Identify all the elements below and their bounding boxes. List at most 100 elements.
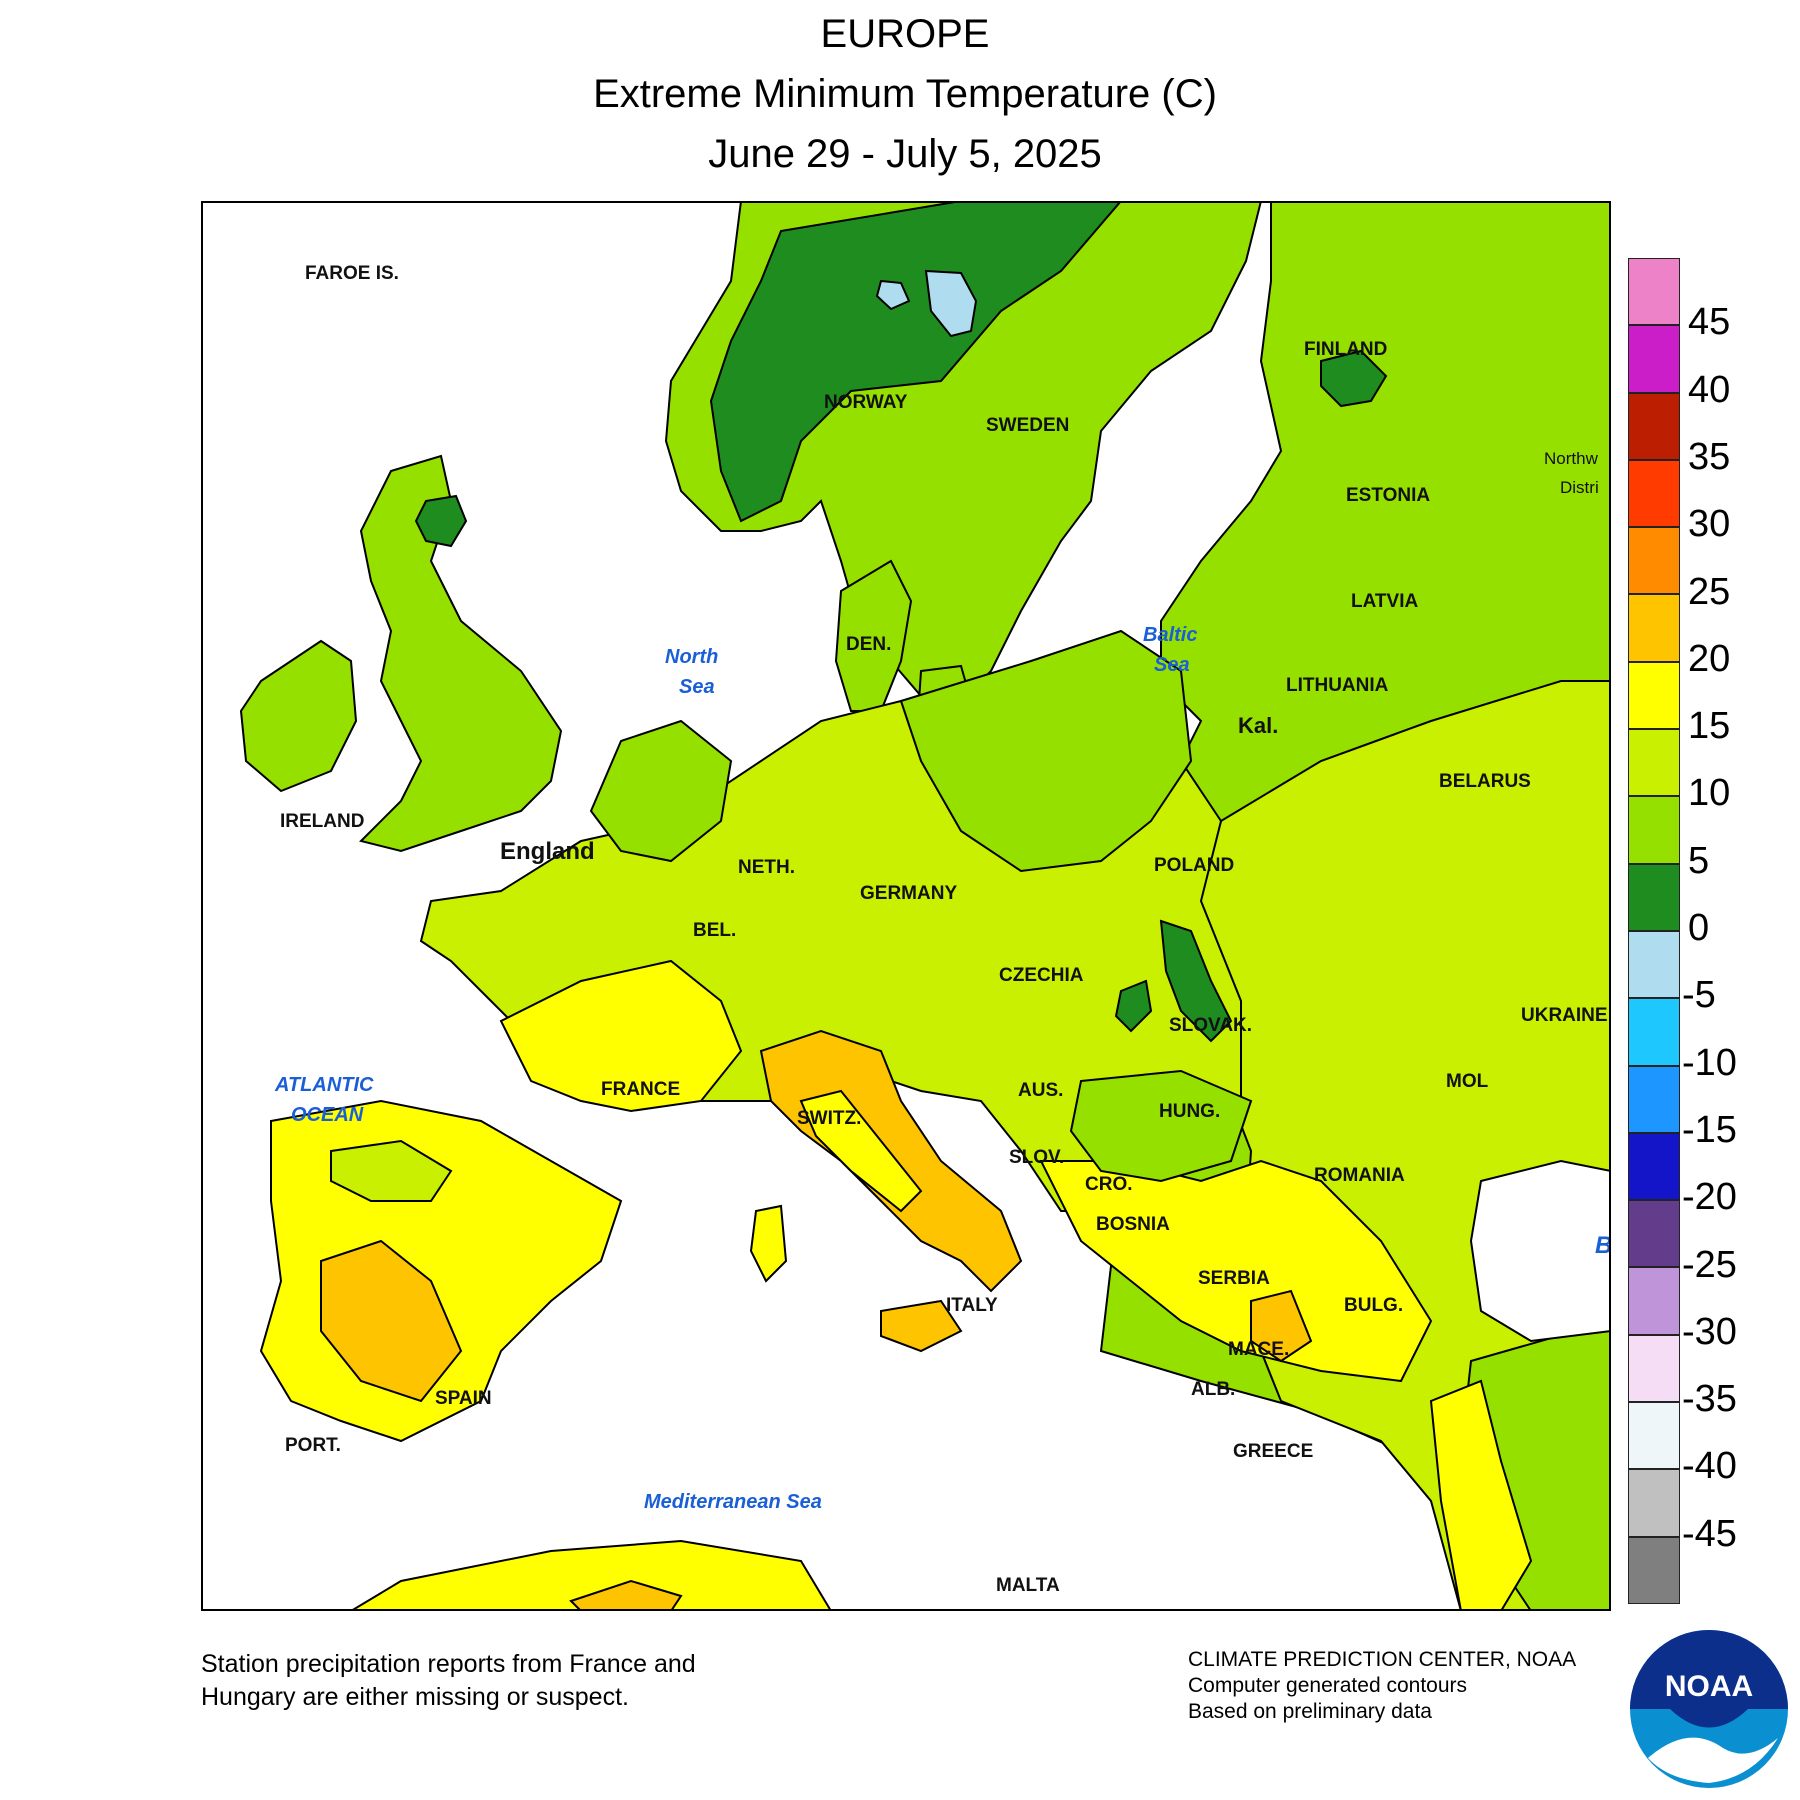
label-north: North [665, 646, 718, 668]
data-quality-note: Station precipitation reports from Franc… [201, 1648, 901, 1714]
legend-swatch [1628, 325, 1680, 393]
noaa-logo-text: NOAA [1665, 1670, 1753, 1703]
label-spain: SPAIN [435, 1388, 492, 1409]
poland-zone [899, 629, 1193, 873]
label-albania: ALB. [1191, 1379, 1235, 1400]
label-slovakia: SLOVAK. [1169, 1015, 1252, 1036]
legend-label: -20 [1682, 1176, 1737, 1219]
legend-swatch [1628, 1469, 1680, 1537]
label-kaliningrad: Kal. [1238, 713, 1278, 738]
map-title: EUROPE [820, 12, 990, 56]
southern-france-zone [499, 959, 743, 1113]
legend-swatch [1628, 1402, 1680, 1470]
label-portugal: PORT. [285, 1435, 341, 1456]
ireland-land [239, 639, 358, 793]
italy-yellow-zone [799, 1089, 923, 1213]
credit-contours: Computer generated contours [1188, 1674, 1467, 1697]
label-france: FRANCE [601, 1079, 680, 1100]
color-legend [1628, 258, 1684, 1604]
label-ocean: OCEAN [291, 1104, 364, 1126]
temperature-map: FAROE IS. NORWAY SWEDEN FINLAND ESTONIA … [201, 201, 1611, 1611]
label-ukraine: UKRAINE [1521, 1005, 1608, 1026]
legend-swatch [1628, 863, 1680, 931]
legend-label: 40 [1688, 368, 1731, 411]
legend-label: -10 [1682, 1041, 1737, 1084]
legend-label: -30 [1682, 1310, 1737, 1353]
legend-label: 0 [1688, 907, 1710, 949]
label-atlantic: ATLANTIC [274, 1074, 374, 1096]
great-britain-land [359, 454, 563, 853]
legend-label: 25 [1688, 570, 1731, 613]
label-black-sea: B [1595, 1232, 1611, 1259]
label-north-sea: Sea [679, 676, 715, 698]
noaa-logo: NOAA [1630, 1630, 1788, 1788]
label-italy: ITALY [946, 1295, 998, 1316]
black-sea [1469, 1159, 1611, 1343]
note-line-2: Hungary are either missing or suspect. [201, 1683, 629, 1711]
legend-swatch [1628, 998, 1680, 1066]
legend-label: 5 [1688, 839, 1710, 882]
norway-subzero-zone [924, 269, 978, 338]
legend-swatch [1628, 1334, 1680, 1403]
legend-swatch [1628, 729, 1680, 797]
map-frame [201, 201, 1611, 1611]
label-baltic-sea: Sea [1154, 654, 1190, 676]
balkans-cool-zone [1069, 1069, 1253, 1183]
legend-swatch [1628, 1065, 1680, 1133]
label-norway: NORWAY [824, 392, 908, 413]
label-belgium: BEL. [693, 920, 736, 941]
label-croatia: CRO. [1085, 1174, 1133, 1195]
label-slovenia: SLOV. [1009, 1147, 1064, 1168]
label-denmark: DEN. [846, 634, 891, 655]
sicily-land [880, 1299, 963, 1353]
denmark-land [834, 559, 913, 712]
balkans-land [1039, 1159, 1433, 1383]
map-date-range: June 29 - July 5, 2025 [708, 132, 1102, 176]
legend-label: 15 [1688, 705, 1731, 748]
label-northwest: Northw [1544, 449, 1599, 468]
norway-subzero-zone-2 [875, 279, 911, 311]
label-macedonia: MACE. [1228, 1339, 1289, 1360]
label-serbia: SERBIA [1198, 1268, 1270, 1289]
label-poland: POLAND [1154, 855, 1234, 876]
north-africa-land [349, 1539, 833, 1611]
label-germany: GERMANY [860, 883, 957, 904]
legend-label: -35 [1682, 1378, 1737, 1421]
label-faroe: FAROE IS. [305, 263, 399, 284]
legend-label: -45 [1682, 1512, 1737, 1555]
turkey-coast-zone [1429, 1379, 1533, 1611]
sardinia-land [749, 1204, 788, 1283]
label-greece: GREECE [1233, 1441, 1313, 1462]
label-sweden: SWEDEN [986, 415, 1069, 436]
norway-cold-zone [709, 201, 1123, 523]
label-bulgaria: BULG. [1344, 1295, 1403, 1316]
label-district: Distri [1560, 478, 1599, 497]
romania-cold-zone [1159, 919, 1233, 1043]
label-netherlands: NETH. [738, 857, 795, 878]
legend-swatch [1628, 930, 1680, 999]
legend-swatch [1628, 661, 1680, 730]
label-malta: MALTA [996, 1575, 1060, 1596]
legend-label: -5 [1682, 974, 1716, 1017]
lowlands-zone [589, 719, 733, 863]
legend-swatch [1628, 594, 1680, 662]
legend-label: -25 [1682, 1243, 1737, 1286]
legend-label: 30 [1688, 503, 1731, 546]
note-line-1: Station precipitation reports from Franc… [201, 1650, 696, 1678]
legend-swatch [1628, 1200, 1680, 1268]
label-mediterranean-sea: Mediterranean Sea [644, 1491, 822, 1513]
label-belarus: BELARUS [1439, 771, 1531, 792]
label-czechia: CZECHIA [999, 965, 1084, 986]
legend-label: 45 [1688, 301, 1731, 344]
legend-swatch [1628, 392, 1680, 460]
romania-cold-zone-2 [1114, 979, 1153, 1033]
legend-label: -40 [1682, 1445, 1737, 1488]
label-austria: AUS. [1018, 1080, 1063, 1101]
scotland-cold-zone [414, 494, 468, 548]
label-switzerland: SWITZ. [797, 1108, 861, 1129]
map-subtitle: Extreme Minimum Temperature (C) [593, 72, 1217, 116]
legend-swatch [1628, 258, 1680, 326]
credit-preliminary: Based on preliminary data [1188, 1700, 1432, 1723]
legend-label: 10 [1688, 772, 1731, 815]
label-latvia: LATVIA [1351, 591, 1418, 612]
